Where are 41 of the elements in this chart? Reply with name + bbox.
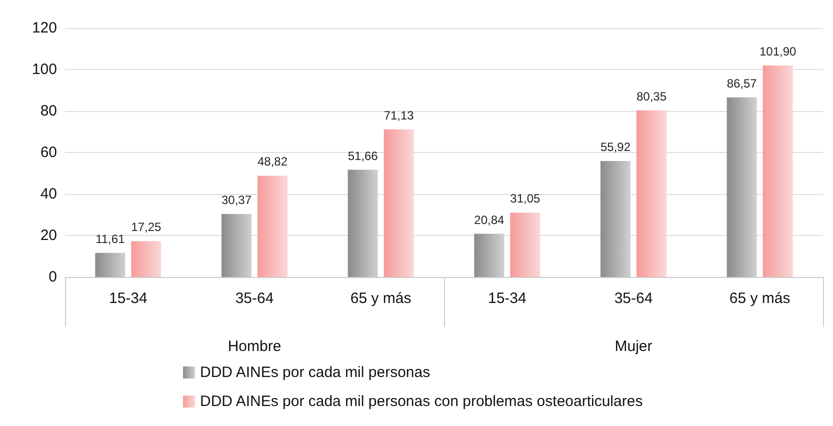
text: Hombre: [228, 338, 282, 355]
y-tick-label: 40: [40, 186, 57, 202]
y-tick-label: 20: [40, 227, 57, 244]
x-tick-label: 65 y más: [350, 290, 412, 307]
y-tick-label: 100: [32, 61, 57, 78]
data-label: 20,84: [474, 212, 505, 227]
data-label: 55,92: [600, 140, 631, 154]
data-label: 71,13: [384, 108, 414, 122]
x-tick-label: 15-34: [108, 290, 148, 307]
bar: [474, 234, 504, 277]
y-tick-label: 120: [32, 20, 57, 36]
data-label: 51,66: [348, 148, 378, 163]
y-tick-label: 80: [40, 102, 57, 120]
bar: [258, 176, 288, 277]
bar: [131, 241, 162, 277]
bar: [384, 129, 414, 277]
y-tick-label: 60: [40, 144, 57, 161]
bar: [95, 252, 126, 277]
bar: [762, 66, 793, 277]
x-tick-label: 15-34: [488, 290, 526, 307]
data-label: 101,90: [759, 44, 797, 59]
bar: [636, 110, 666, 277]
bar: [726, 97, 757, 277]
data-label: 31,05: [510, 192, 541, 206]
data-label: 30,37: [221, 192, 252, 207]
x-tick-label: 35-64: [614, 290, 653, 307]
bar: [222, 214, 252, 277]
x-tick-label: 65 y más: [729, 290, 790, 307]
bar: [348, 170, 378, 277]
x-tick-label: 35-64: [235, 290, 274, 307]
text: Mujer: [614, 338, 652, 355]
data-label: 17,25: [131, 220, 162, 234]
data-label: 86,57: [726, 76, 758, 90]
bar: [510, 212, 540, 277]
legend-label: DDD AINEs por cada mil personas con problemas osteoarticulares: [200, 393, 643, 410]
data-label: 80,35: [636, 89, 667, 104]
bar: [600, 160, 630, 277]
y-tick-label: 0: [48, 268, 57, 286]
data-label: 11,61: [96, 232, 126, 246]
data-label: 48,82: [257, 154, 288, 169]
legend-label: DDD AINEs por cada mil personas: [200, 364, 430, 381]
